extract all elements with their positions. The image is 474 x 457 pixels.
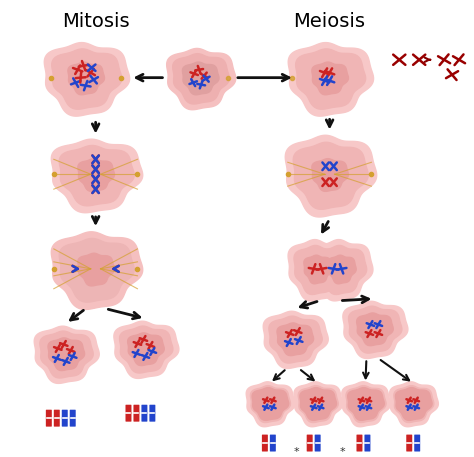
Polygon shape [294,245,343,294]
Polygon shape [40,331,93,378]
Polygon shape [298,386,338,423]
Polygon shape [312,159,348,191]
Polygon shape [390,382,438,427]
FancyBboxPatch shape [315,435,320,452]
Polygon shape [304,255,332,284]
Polygon shape [246,382,295,427]
FancyBboxPatch shape [406,435,412,452]
Polygon shape [356,313,393,345]
Polygon shape [128,333,164,366]
Polygon shape [285,135,377,217]
Polygon shape [288,239,349,301]
Polygon shape [288,43,374,116]
Polygon shape [119,326,173,373]
Polygon shape [114,321,179,378]
Polygon shape [167,48,236,110]
Polygon shape [277,323,314,356]
Polygon shape [59,145,134,206]
Polygon shape [343,301,408,358]
Polygon shape [348,306,402,353]
FancyBboxPatch shape [262,435,268,452]
FancyBboxPatch shape [414,435,420,452]
Polygon shape [34,326,99,383]
Polygon shape [51,232,143,309]
Text: Mitosis: Mitosis [62,12,129,32]
FancyBboxPatch shape [126,405,131,422]
Polygon shape [252,388,289,420]
Polygon shape [296,49,365,109]
Polygon shape [293,142,368,209]
FancyBboxPatch shape [46,409,52,427]
Polygon shape [68,62,104,95]
Polygon shape [328,255,356,284]
Polygon shape [59,239,134,302]
Polygon shape [294,382,343,427]
FancyBboxPatch shape [70,409,76,427]
Polygon shape [182,62,219,95]
FancyBboxPatch shape [356,435,363,452]
Polygon shape [52,49,122,109]
Text: *: * [294,447,300,457]
Polygon shape [318,245,367,294]
Polygon shape [395,388,432,420]
FancyBboxPatch shape [54,409,60,427]
Polygon shape [48,338,84,371]
Polygon shape [348,388,384,420]
Polygon shape [263,311,328,368]
Polygon shape [269,316,322,363]
Polygon shape [312,62,348,95]
Polygon shape [346,386,386,423]
Polygon shape [173,53,229,104]
Polygon shape [312,239,373,301]
FancyBboxPatch shape [270,435,276,452]
Polygon shape [78,253,114,286]
Polygon shape [342,382,391,427]
FancyBboxPatch shape [134,405,139,422]
Polygon shape [394,386,434,423]
FancyBboxPatch shape [141,405,147,422]
FancyBboxPatch shape [365,435,370,452]
Polygon shape [300,388,337,420]
Polygon shape [78,159,114,191]
Polygon shape [44,43,129,116]
Text: Meiosis: Meiosis [293,12,365,32]
Polygon shape [250,386,291,423]
Text: *: * [340,447,346,457]
Polygon shape [51,139,143,213]
FancyBboxPatch shape [307,435,313,452]
FancyBboxPatch shape [62,409,68,427]
FancyBboxPatch shape [149,405,155,422]
